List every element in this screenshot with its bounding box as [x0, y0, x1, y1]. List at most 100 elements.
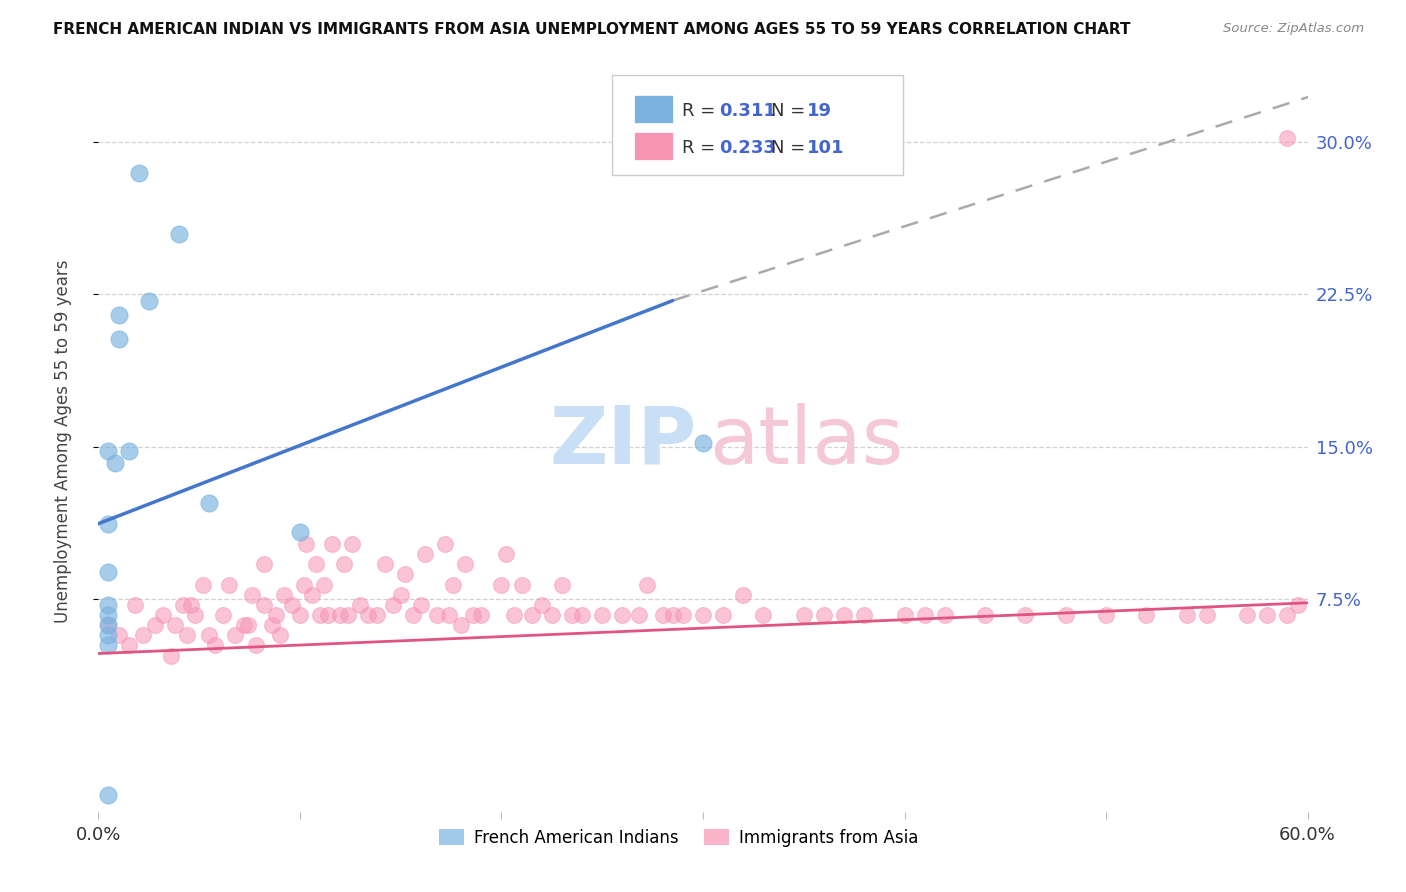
Point [612, 607, 634, 622]
Y-axis label: Unemployment Among Ages 55 to 59 years: Unemployment Among Ages 55 to 59 years [53, 260, 72, 624]
Point [107, 332, 129, 346]
Point [853, 607, 876, 622]
Point [510, 577, 533, 591]
Point [733, 588, 755, 602]
Point [288, 524, 311, 539]
Point [107, 628, 129, 642]
Point [301, 588, 323, 602]
Point [260, 618, 283, 632]
Point [193, 577, 215, 591]
Point [321, 537, 343, 551]
Legend: French American Indians, Immigrants from Asia: French American Indians, Immigrants from… [432, 821, 927, 855]
FancyBboxPatch shape [634, 95, 672, 123]
Point [1286, 598, 1309, 612]
Point [692, 435, 714, 450]
Point [651, 607, 673, 622]
Point [281, 598, 304, 612]
Point [454, 558, 477, 572]
Point [1054, 607, 1077, 622]
Point [305, 558, 328, 572]
Point [198, 628, 221, 642]
Point [893, 607, 915, 622]
Text: FRENCH AMERICAN INDIAN VS IMMIGRANTS FROM ASIA UNEMPLOYMENT AMONG AGES 55 TO 59 : FRENCH AMERICAN INDIAN VS IMMIGRANTS FRO… [53, 22, 1130, 37]
Point [661, 607, 683, 622]
Point [1014, 607, 1036, 622]
Point [97, 566, 120, 580]
Point [813, 607, 835, 622]
Point [316, 607, 339, 622]
Text: 19: 19 [807, 102, 832, 120]
Point [627, 607, 650, 622]
Point [491, 577, 513, 591]
Point [1175, 607, 1198, 622]
Point [118, 639, 141, 653]
Point [342, 537, 364, 551]
Point [914, 607, 936, 622]
Point [1095, 607, 1118, 622]
Point [184, 607, 207, 622]
Point [636, 577, 658, 591]
Point [118, 443, 141, 458]
Point [97, 618, 120, 632]
Point [357, 607, 380, 622]
Point [97, 607, 120, 622]
Point [309, 607, 332, 622]
Point [253, 558, 276, 572]
Point [160, 648, 183, 663]
Point [470, 607, 492, 622]
Point [561, 607, 583, 622]
Point [245, 639, 267, 653]
Text: R =: R = [682, 102, 721, 120]
Point [551, 577, 574, 591]
Point [292, 577, 315, 591]
Point [1135, 607, 1157, 622]
Point [495, 547, 517, 561]
Text: Source: ZipAtlas.com: Source: ZipAtlas.com [1223, 22, 1364, 36]
Point [793, 607, 815, 622]
Point [273, 588, 295, 602]
Point [752, 607, 775, 622]
Point [402, 607, 425, 622]
Point [236, 618, 259, 632]
Point [163, 618, 186, 632]
Point [314, 577, 336, 591]
Text: 0.233: 0.233 [718, 138, 776, 157]
Text: 0.311: 0.311 [718, 102, 776, 120]
Point [434, 537, 457, 551]
Point [288, 607, 311, 622]
Point [934, 607, 956, 622]
Point [167, 227, 190, 241]
Point [394, 567, 416, 582]
Point [198, 496, 221, 510]
Point [97, 789, 120, 803]
Text: R =: R = [682, 138, 721, 157]
FancyBboxPatch shape [634, 132, 672, 161]
Point [224, 628, 246, 642]
Point [253, 598, 276, 612]
Point [232, 618, 254, 632]
Point [1277, 607, 1299, 622]
Point [329, 607, 352, 622]
Point [409, 598, 432, 612]
Point [381, 598, 404, 612]
Point [97, 598, 120, 612]
Point [672, 607, 695, 622]
Point [128, 166, 150, 180]
Point [218, 577, 240, 591]
Point [152, 607, 174, 622]
Point [97, 639, 120, 653]
Point [437, 607, 460, 622]
Point [374, 558, 396, 572]
Point [692, 607, 714, 622]
Point [974, 607, 997, 622]
Text: atlas: atlas [709, 402, 904, 481]
Point [132, 628, 155, 642]
Point [463, 607, 485, 622]
Point [1277, 131, 1299, 145]
Point [530, 598, 553, 612]
Point [97, 443, 120, 458]
FancyBboxPatch shape [613, 75, 903, 175]
Point [571, 607, 593, 622]
Point [337, 607, 360, 622]
Point [124, 598, 146, 612]
